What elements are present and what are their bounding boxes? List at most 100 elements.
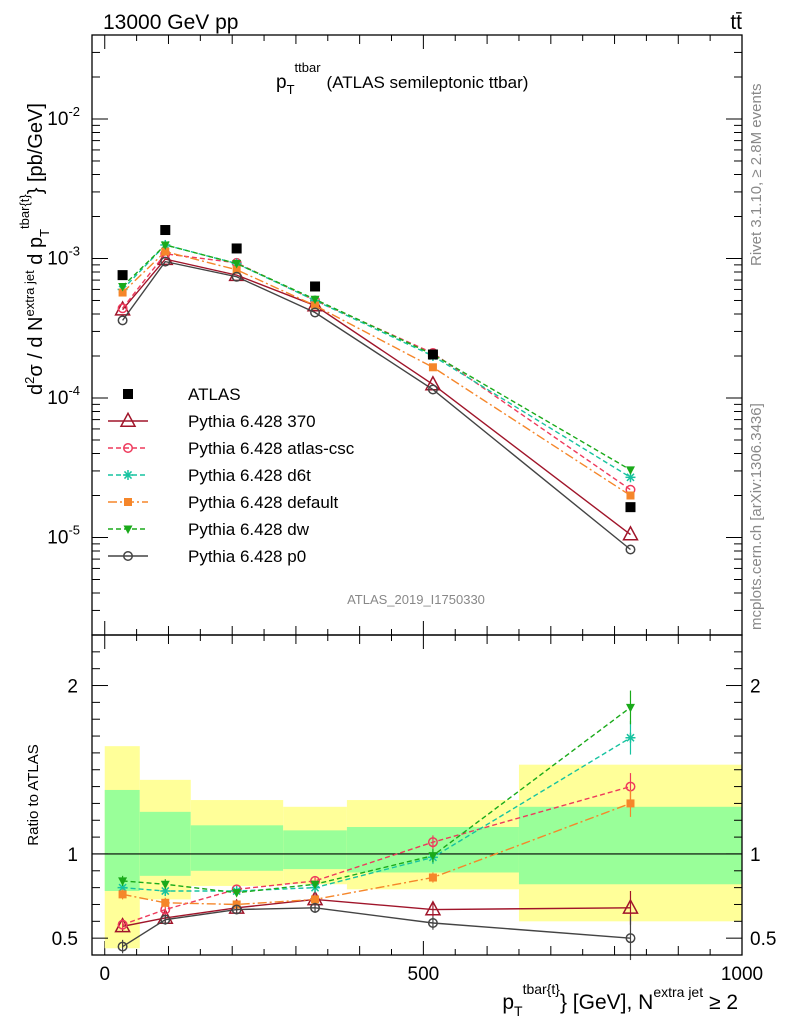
x-tick-label: 0	[99, 964, 110, 985]
series-point-ratio	[117, 941, 128, 952]
band-green	[518, 806, 742, 885]
y-tick-label-ratio-right: 2	[750, 677, 761, 698]
series-point-main	[160, 241, 170, 250]
series-line-main	[122, 244, 631, 471]
plot-title-sup: ttbar	[295, 60, 322, 75]
series-line-ratio	[122, 706, 631, 894]
band-green	[104, 789, 140, 891]
x-axis-label: pTtbar{t}} [GeV], Nextra jet ≥ 2	[502, 981, 738, 1019]
asterisk-stroke	[626, 473, 635, 482]
legend-item: Pythia 6.428 dw	[108, 520, 310, 539]
series-point-ratio	[311, 895, 320, 904]
y-tick-label-ratio-right: 1	[750, 845, 761, 866]
legend-label: Pythia 6.428 370	[188, 412, 316, 431]
series-point-main	[427, 384, 438, 395]
legend-marker	[119, 411, 137, 427]
asterisk-stroke	[161, 886, 170, 896]
y-tick-label-main: 10-5	[47, 522, 80, 548]
x-tick-label: 500	[408, 964, 440, 985]
series-point-main	[117, 315, 128, 326]
series-point-main	[428, 363, 437, 372]
series-point-main	[231, 271, 242, 282]
series-point-ratio	[625, 933, 636, 944]
y-tick-label-ratio-left: 2	[67, 677, 78, 698]
plot-title-sub: T	[287, 82, 295, 97]
series-point-main	[626, 491, 635, 500]
series-point-main	[311, 301, 320, 310]
series-point-ratio	[625, 732, 636, 743]
legend-item: Pythia 6.428 d6t	[108, 466, 311, 485]
series-point-ratio	[118, 890, 127, 899]
plot-title-p: p	[276, 72, 287, 93]
series-point-ratio	[232, 900, 241, 909]
ratio-panel: 0 500 1000 0.5 0.5 1 1 2 2	[52, 634, 776, 985]
atlas-data-point	[310, 281, 321, 292]
legend-marker	[124, 498, 132, 506]
series-line-main	[122, 250, 631, 497]
series-line-ratio	[122, 802, 631, 906]
legend-label: Pythia 6.428 atlas-csc	[188, 439, 355, 458]
ratio-frame	[91, 634, 743, 956]
series-point-ratio	[118, 877, 128, 886]
atlas-data-point	[231, 243, 242, 254]
main-panel: 10-5 10-4 10-3 10-2	[47, 34, 743, 955]
series-point-ratio	[160, 914, 171, 925]
series-point-ratio	[310, 880, 320, 890]
series-point-main	[625, 466, 635, 475]
header-process: tt̄	[730, 11, 742, 34]
legend-label: Pythia 6.428 d6t	[188, 466, 311, 485]
legend-label: Pythia 6.428 p0	[188, 547, 306, 566]
legend: ATLAS Pythia 6.428 370 Pythia 6.428 atlas-…	[108, 385, 355, 566]
legend-marker	[123, 551, 133, 561]
legend-marker	[123, 389, 133, 399]
asterisk-stroke	[118, 883, 127, 892]
legend-marker	[123, 443, 133, 453]
series-line-main	[122, 258, 631, 536]
series-point-ratio	[626, 799, 635, 808]
legend-label: Pythia 6.428 default	[188, 493, 339, 512]
series-line-ratio	[122, 907, 631, 948]
atlas-data-point	[160, 225, 171, 236]
series-line-ratio	[122, 898, 631, 928]
y-tick-label-main: 10-4	[47, 383, 80, 409]
series-point-ratio	[428, 873, 437, 882]
x-tick-label: 1000	[721, 964, 763, 985]
series-point-ratio	[160, 880, 170, 890]
series-line-main	[122, 260, 631, 551]
series-point-main	[117, 303, 128, 314]
y-tick-label-ratio-left: 1	[67, 845, 78, 866]
series-point-ratio	[160, 886, 171, 896]
asterisk-stroke	[626, 733, 635, 742]
band-green	[139, 811, 191, 876]
band-green	[190, 825, 284, 871]
asterisk-stroke	[123, 470, 133, 480]
legend-label: ATLAS	[188, 385, 241, 404]
series-point-ratio	[622, 898, 639, 914]
legend-item: ATLAS	[123, 385, 241, 404]
series-line-ratio	[122, 785, 631, 926]
analysis-watermark: ATLAS_2019_I1750330	[347, 592, 485, 607]
series-point-main	[232, 265, 241, 274]
series-point-main	[622, 525, 639, 541]
atlas-data-point	[625, 502, 636, 513]
header-energy: 13000 GeV pp	[103, 11, 238, 34]
legend-item: Pythia 6.428 370	[108, 411, 316, 431]
series-point-ratio	[232, 889, 242, 898]
series-point-ratio	[310, 902, 321, 913]
series-point-main	[161, 247, 170, 256]
series-point-main	[160, 256, 171, 267]
series-line-ratio	[122, 737, 631, 892]
series-point-ratio	[161, 898, 170, 907]
series-point-ratio	[424, 900, 442, 916]
series-point-ratio	[428, 852, 438, 861]
legend-marker	[123, 525, 133, 534]
atlas-data-point	[427, 349, 438, 360]
legend-item: Pythia 6.428 atlas-csc	[108, 439, 355, 458]
series-point-main	[625, 544, 636, 555]
series-point-main	[310, 295, 320, 305]
series-point-main	[232, 260, 242, 269]
legend-item: Pythia 6.428 default	[108, 493, 339, 512]
plot-title: pTttbar (ATLAS semileptonic ttbar)	[276, 60, 528, 97]
series-point-main	[157, 249, 174, 266]
ratio-y-axis-label: Ratio to ATLAS	[25, 744, 42, 845]
